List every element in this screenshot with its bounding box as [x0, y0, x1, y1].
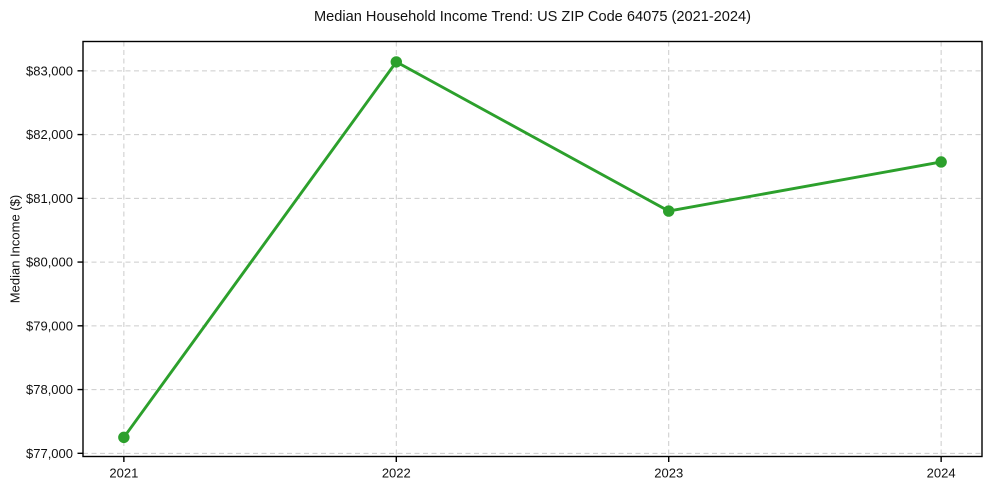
- y-tick-label: $80,000: [26, 255, 73, 270]
- data-point-2021: [118, 431, 130, 444]
- y-tick-label: $79,000: [26, 318, 73, 333]
- data-point-2024: [935, 156, 947, 168]
- x-tick-label: 2021: [109, 466, 138, 481]
- x-tick-label: 2023: [654, 466, 683, 481]
- y-tick-label: $77,000: [26, 446, 73, 461]
- y-tick-label: $78,000: [26, 382, 73, 397]
- data-point-2022: [390, 56, 402, 68]
- y-tick-label: $82,000: [26, 127, 73, 142]
- y-tick-label: $81,000: [26, 191, 73, 206]
- x-tick-label: 2024: [927, 466, 956, 481]
- x-tick-label: 2022: [382, 466, 411, 481]
- plot-spines: [82, 40, 983, 458]
- y-tick-label: $83,000: [26, 63, 73, 78]
- chart-title: Median Household Income Trend: US ZIP Co…: [314, 9, 751, 25]
- trend-line: [122, 60, 943, 439]
- data-point-2023: [663, 205, 675, 217]
